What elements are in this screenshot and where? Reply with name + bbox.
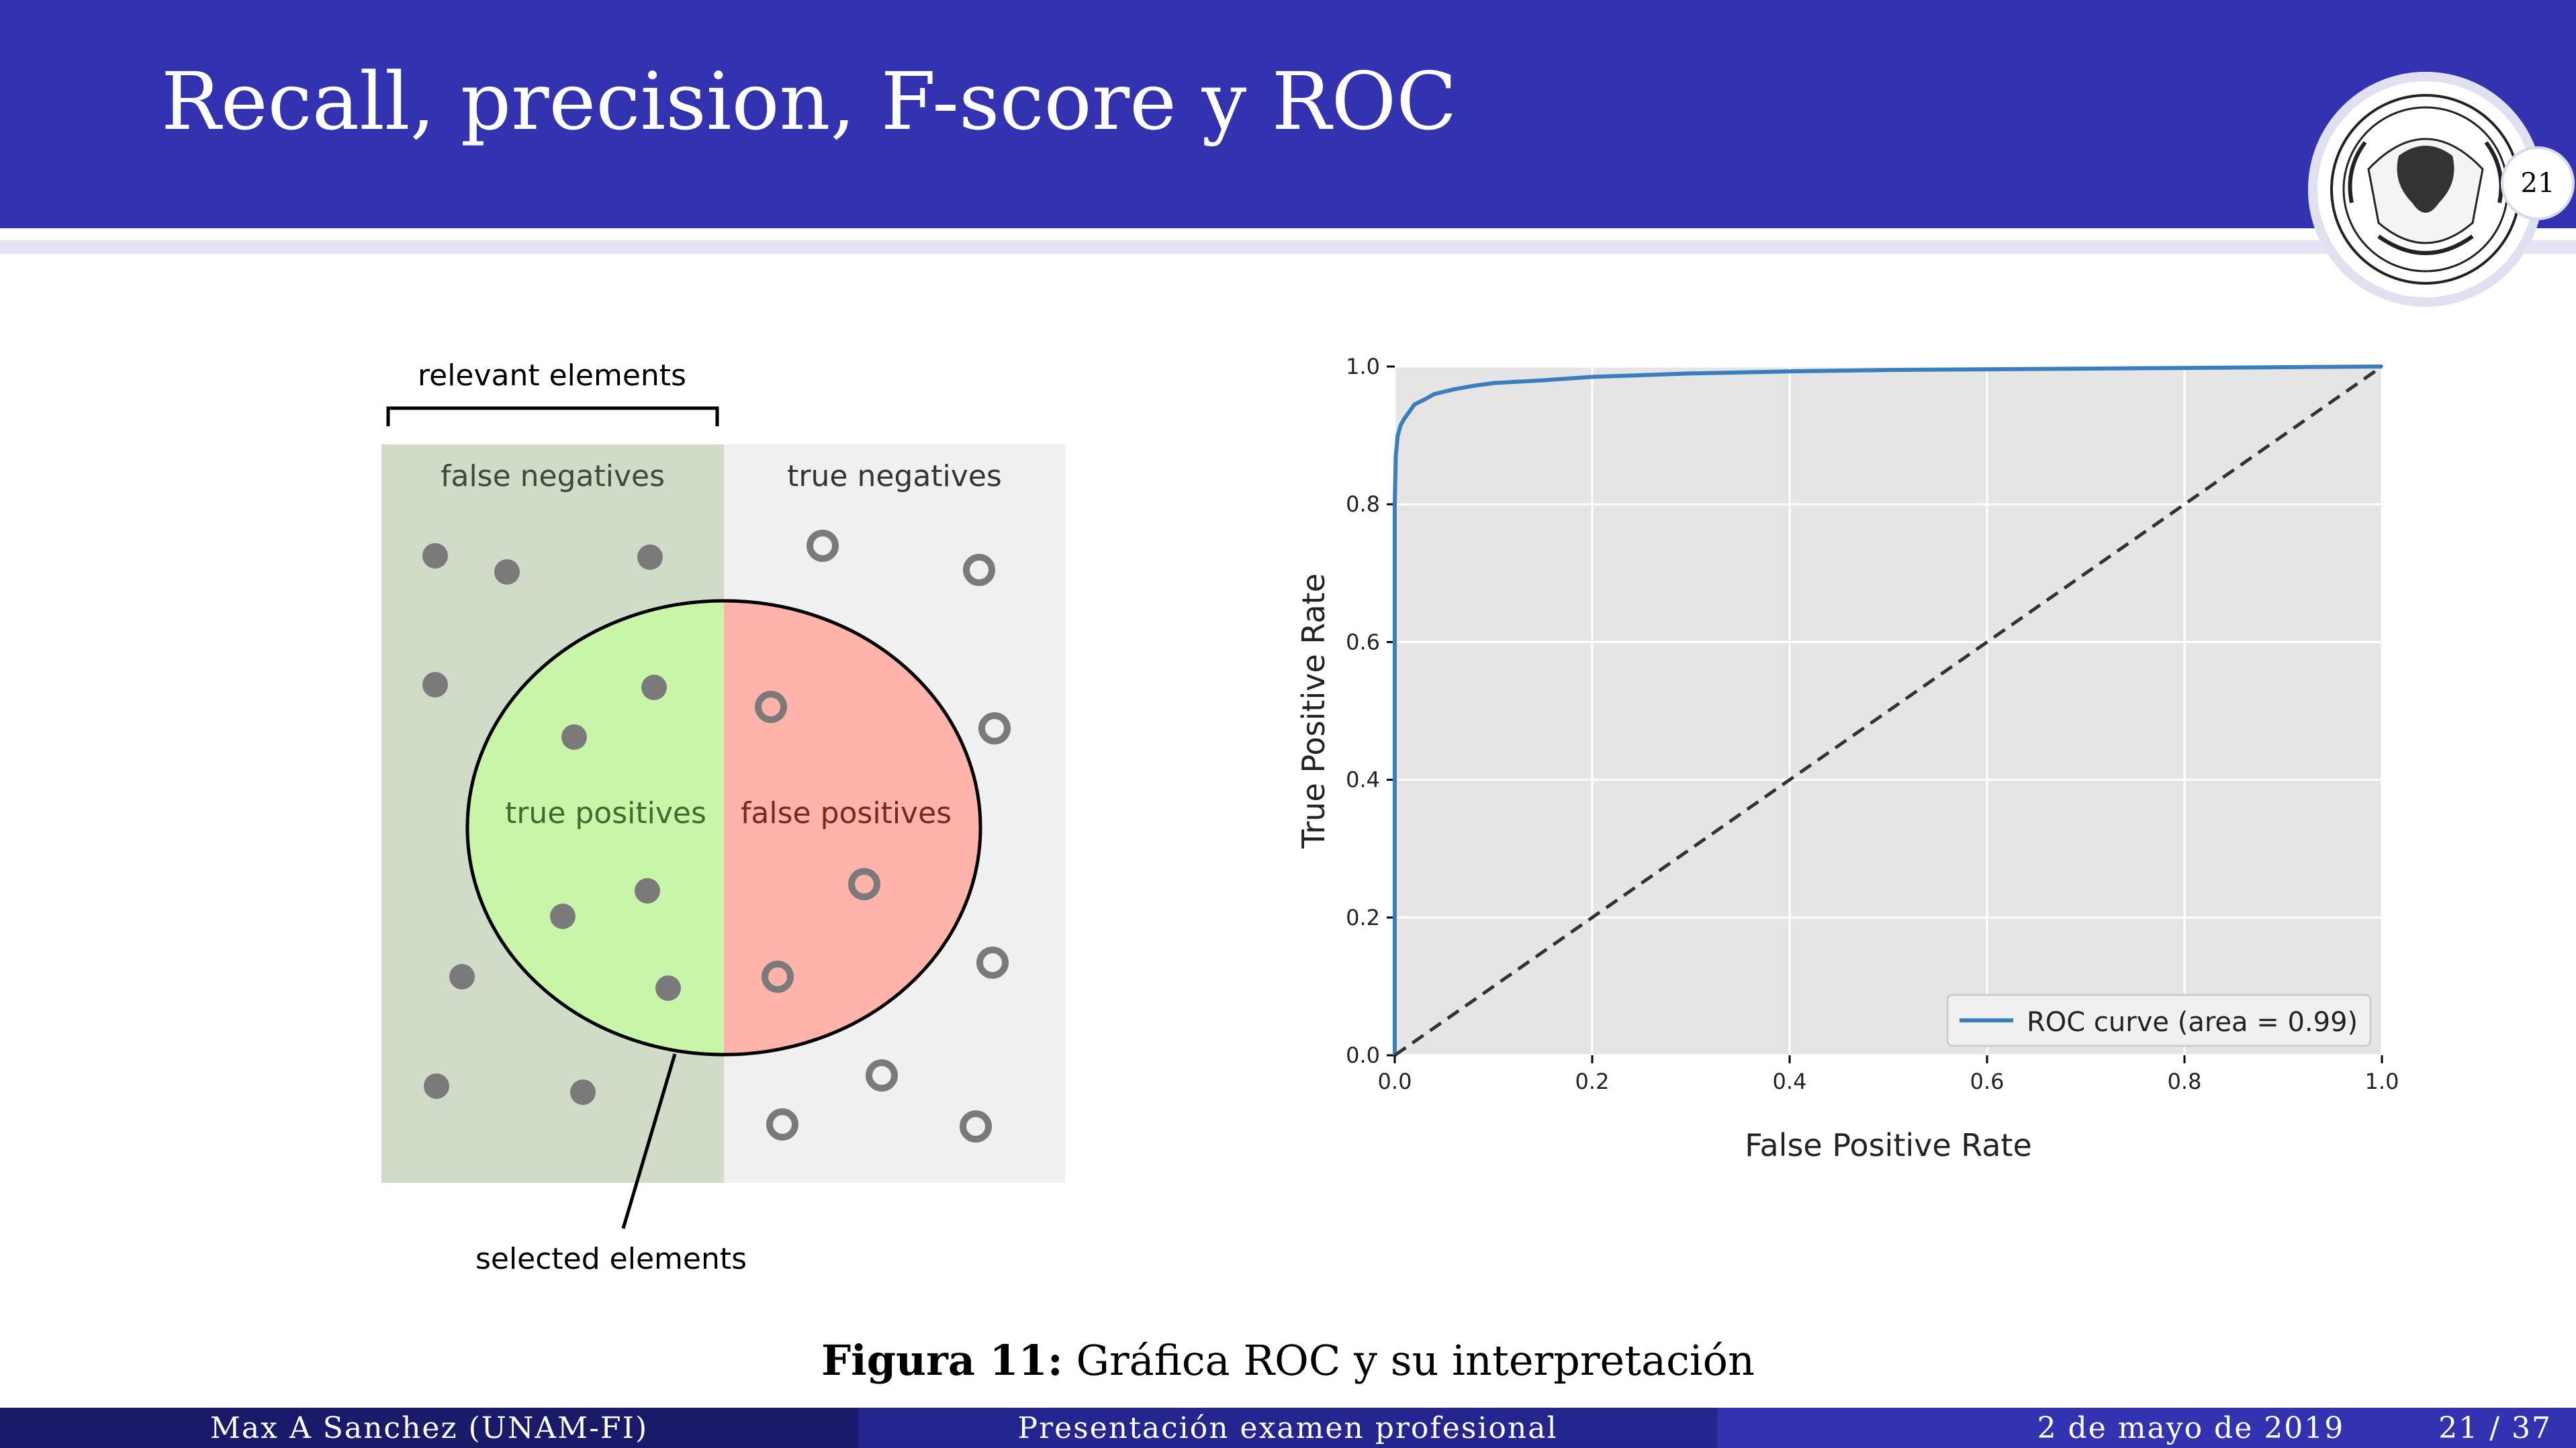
dot	[422, 543, 448, 569]
selected-elements-label: selected elements	[475, 1242, 747, 1276]
true-positives-region	[467, 601, 724, 1055]
ring	[848, 868, 880, 900]
x-tick-label: 1.0	[2365, 1069, 2399, 1094]
figure-caption: Figura 11: Gráfica ROC y su interpretaci…	[0, 1336, 2576, 1385]
x-tick-label: 0.4	[1773, 1069, 1807, 1094]
dot	[635, 878, 660, 904]
ring	[963, 554, 995, 586]
footer-page-count: 21 / 37	[2438, 1410, 2552, 1445]
ring	[976, 947, 1009, 979]
caption-label: Figura 11:	[821, 1336, 1063, 1385]
y-tick-label: 1.0	[1346, 354, 1380, 379]
y-tick-label: 0.8	[1346, 491, 1380, 517]
roc-chart: 0.0 0.2 0.4 0.6 0.8 1.0 0.0 0.2 0.4 0.6 0.8 1.0 Fal…	[1295, 354, 2399, 1163]
dot	[449, 964, 475, 990]
x-tick-label: 0.0	[1378, 1069, 1412, 1094]
dot	[550, 904, 576, 929]
x-tick-label: 0.6	[1970, 1069, 2005, 1094]
y-tick-label: 0.4	[1346, 767, 1380, 793]
legend-box	[1946, 994, 2372, 1047]
selected-ellipse	[465, 599, 982, 1057]
ring	[960, 1110, 992, 1143]
selected-pointer	[621, 1053, 677, 1229]
page-number-badge: 21	[2501, 146, 2575, 220]
false-negatives-label: false negatives	[441, 459, 665, 493]
ring	[755, 691, 787, 723]
y-tick-label: 0.6	[1346, 629, 1380, 655]
footer-talk-title: Presentación examen profesional	[858, 1408, 1717, 1448]
series-lines	[1393, 365, 2383, 1057]
irrelevant-dots	[755, 530, 1011, 1143]
x-axis-label: False Positive Rate	[1745, 1127, 2032, 1163]
x-tick-label: 0.2	[1575, 1069, 1610, 1094]
chance-diagonal-line	[1393, 365, 2383, 1057]
ring	[762, 961, 794, 993]
ring	[807, 530, 839, 562]
precision-recall-diagram: relevant elements false negatives true n…	[381, 358, 1065, 1276]
relevant-elements-label: relevant elements	[418, 358, 686, 393]
ring	[766, 1108, 798, 1141]
dot	[570, 1079, 596, 1105]
slide-header: Recall, precision, F-score y ROC	[0, 0, 2576, 228]
dot	[641, 675, 667, 700]
y-tick-label: 0.2	[1346, 905, 1380, 930]
ring	[866, 1059, 898, 1092]
relevant-dots	[422, 543, 681, 1105]
footer-date: 2 de mayo de 2019	[2037, 1410, 2345, 1445]
ring	[978, 712, 1011, 744]
false-positives-label: false positives	[741, 796, 952, 830]
dot	[494, 559, 520, 585]
true-positives-label: true positives	[505, 796, 706, 830]
footer-right: 2 de mayo de 2019 21 / 37	[1717, 1408, 2576, 1448]
roc-curve-line	[1393, 365, 2383, 1055]
legend-entry: ROC curve (area = 0.99)	[2027, 1007, 2358, 1038]
grid-lines	[1393, 365, 2383, 1057]
dot	[561, 724, 587, 750]
caption-text: Gráfica ROC y su interpretación	[1076, 1336, 1755, 1385]
slide-footer: Max A Sanchez (UNAM-FI) Presentación exa…	[0, 1408, 2576, 1448]
y-tick-label: 0.0	[1346, 1043, 1380, 1068]
dot	[422, 672, 448, 697]
dot	[637, 544, 663, 570]
y-axis-label: True Positive Rate	[1295, 573, 1332, 849]
relevant-bracket	[386, 406, 719, 426]
true-negatives-label: true negatives	[787, 459, 1002, 493]
axis-ticks: 0.0 0.2 0.4 0.6 0.8 1.0 0.0 0.2 0.4 0.6 0.8 1.0	[1346, 354, 2399, 1094]
slide-title: Recall, precision, F-score y ROC	[161, 55, 1457, 148]
false-positives-region	[724, 601, 980, 1055]
dot	[655, 975, 681, 1001]
header-divider	[0, 240, 2576, 254]
footer-author: Max A Sanchez (UNAM-FI)	[0, 1408, 858, 1448]
legend: ROC curve (area = 0.99)	[1946, 994, 2372, 1047]
dot	[424, 1073, 449, 1099]
x-tick-label: 0.8	[2168, 1069, 2202, 1094]
